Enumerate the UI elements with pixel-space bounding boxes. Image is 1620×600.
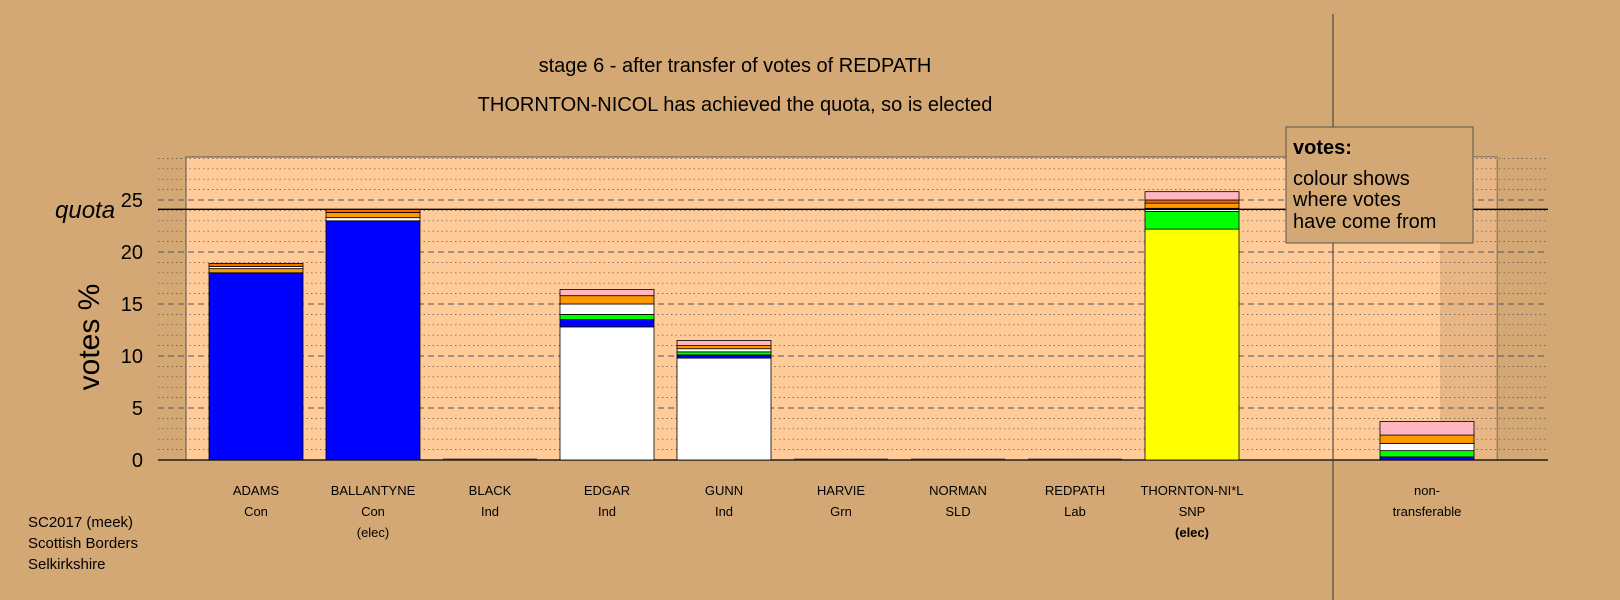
candidate-name: NORMAN [929, 483, 987, 498]
bar-gunn [676, 339, 772, 461]
bar-segment [676, 339, 772, 346]
bar-segment [676, 348, 772, 353]
bar-segment [676, 351, 772, 356]
bar-segment [208, 272, 304, 461]
bar-thornton-ni-l [1144, 191, 1240, 461]
bar-edgar [559, 289, 655, 461]
candidate-name: THORNTON-NI*L [1140, 483, 1243, 498]
bar-segment [1144, 191, 1240, 201]
y-axis-label: votes % [73, 284, 106, 391]
candidate-party: Lab [1064, 504, 1086, 519]
legend-title: votes: [1293, 137, 1352, 159]
y-axis: 0 5 10 15 20 25 [121, 190, 143, 472]
footer-election: SC2017 (meek) [28, 514, 134, 531]
y-tick-label: 15 [121, 294, 143, 316]
candidate-name: ADAMS [233, 483, 280, 498]
candidate-name: BLACK [469, 483, 512, 498]
chart-title: stage 6 - after transfer of votes of RED… [539, 55, 932, 77]
legend-line-1: colour shows [1293, 168, 1410, 190]
bar-segment [559, 289, 655, 297]
bar-segment [559, 303, 655, 315]
candidate-party: Con [361, 504, 385, 519]
bar-non- [1379, 421, 1475, 461]
candidate-party: transferable [1393, 504, 1462, 519]
legend-line-2: where votes [1292, 189, 1401, 211]
footer-info: SC2017 (meek) Scottish Borders Selkirksh… [28, 512, 138, 575]
candidate-name: EDGAR [584, 483, 630, 498]
bar-segment [208, 263, 304, 267]
bar-segment [1144, 202, 1240, 209]
y-tick-label: 5 [132, 398, 143, 420]
candidate-status: (elec) [357, 525, 390, 540]
legend-line-3: have come from [1293, 211, 1436, 233]
bar-ballantyne [325, 208, 421, 461]
candidate-name: non- [1414, 483, 1440, 498]
y-tick-label: 25 [121, 190, 143, 212]
quota-label: quota [55, 197, 115, 224]
x-axis-labels: ADAMS Con BALLANTYNE Con (elec) BLACK Ind EDGAR… [233, 483, 1461, 540]
bar-segment [1144, 211, 1240, 230]
candidate-party: Grn [830, 504, 852, 519]
bar-adams [208, 263, 304, 461]
bar-segment [559, 326, 655, 461]
bar-segment [1144, 199, 1240, 204]
bar-segment [559, 319, 655, 328]
candidate-status: (elec) [1175, 525, 1209, 540]
candidate-party: Con [244, 504, 268, 519]
bar-segment [1379, 456, 1475, 461]
candidate-party: Ind [481, 504, 499, 519]
footer-council: Scottish Borders [28, 535, 139, 552]
bar-segment [325, 217, 421, 222]
bar-segment [1379, 434, 1475, 444]
bar-segment [1379, 450, 1475, 458]
y-tick-label: 10 [121, 346, 143, 368]
candidate-party: SNP [1179, 504, 1206, 519]
candidate-party: SLD [945, 504, 970, 519]
bar-segment [559, 295, 655, 305]
legend-box: votes: colour shows where votes have com… [1285, 126, 1474, 244]
candidate-name: REDPATH [1045, 483, 1105, 498]
bars [208, 191, 1475, 461]
bar-segment [676, 354, 772, 359]
bar-segment [1144, 228, 1240, 461]
bar-segment [1379, 442, 1475, 452]
bar-segment [1379, 421, 1475, 436]
bar-segment [325, 220, 421, 461]
bar-segment [676, 357, 772, 461]
y-tick-label: 0 [132, 450, 143, 472]
candidate-name: BALLANTYNE [331, 483, 416, 498]
candidate-name: GUNN [705, 483, 743, 498]
bar-segment [559, 313, 655, 320]
y-tick-label: 20 [121, 242, 143, 264]
footer-ward: Selkirkshire [28, 556, 106, 573]
bar-segment [208, 268, 304, 274]
bar-segment [325, 212, 421, 219]
candidate-name: HARVIE [817, 483, 865, 498]
bar-segment [676, 345, 772, 350]
legend-frame [1285, 126, 1474, 244]
chart-subtitle: THORNTON-NICOL has achieved the quota, s… [478, 94, 993, 116]
candidate-party: Ind [598, 504, 616, 519]
candidate-party: Ind [715, 504, 733, 519]
